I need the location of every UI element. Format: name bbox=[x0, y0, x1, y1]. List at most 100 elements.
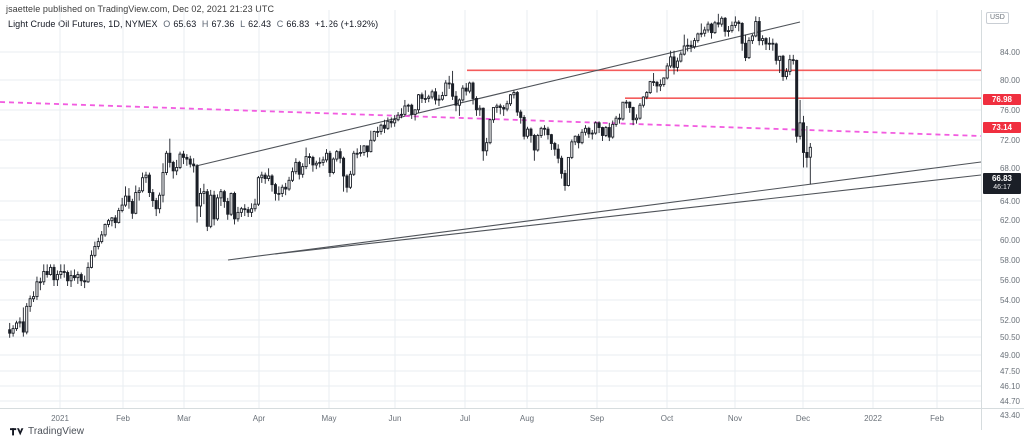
candle[interactable] bbox=[488, 118, 492, 145]
candle[interactable] bbox=[195, 164, 199, 223]
candle[interactable] bbox=[709, 22, 714, 39]
candle[interactable] bbox=[628, 101, 632, 113]
time-axis[interactable]: 2021 Feb Mar Apr May Jun Jul Aug Sep Oct Nov Dec 202… bbox=[0, 408, 981, 430]
candle[interactable] bbox=[440, 91, 444, 101]
candle[interactable] bbox=[526, 126, 530, 139]
candle[interactable] bbox=[556, 144, 560, 164]
candle[interactable] bbox=[120, 197, 124, 213]
candle[interactable] bbox=[512, 90, 516, 99]
candle[interactable] bbox=[280, 184, 284, 197]
candle[interactable] bbox=[444, 80, 448, 97]
candle[interactable] bbox=[716, 13, 720, 28]
candle[interactable] bbox=[178, 151, 182, 170]
candle[interactable] bbox=[151, 189, 155, 207]
candle[interactable] bbox=[175, 159, 179, 176]
candle[interactable] bbox=[573, 135, 577, 146]
candle[interactable] bbox=[801, 115, 805, 168]
candle[interactable] bbox=[365, 145, 369, 158]
candle[interactable] bbox=[11, 325, 15, 337]
candle[interactable] bbox=[662, 77, 666, 87]
candle[interactable] bbox=[447, 75, 451, 89]
candle[interactable] bbox=[672, 50, 676, 75]
candle[interactable] bbox=[403, 99, 407, 116]
candle[interactable] bbox=[607, 122, 611, 142]
candle[interactable] bbox=[420, 92, 424, 103]
candle[interactable] bbox=[580, 129, 584, 145]
candle[interactable] bbox=[233, 191, 237, 225]
candle[interactable] bbox=[655, 80, 659, 93]
candle[interactable] bbox=[536, 133, 540, 152]
candle[interactable] bbox=[587, 126, 591, 138]
candle[interactable] bbox=[805, 125, 809, 168]
channel-trend-line[interactable] bbox=[195, 21, 801, 167]
candle[interactable] bbox=[594, 121, 598, 135]
candle[interactable] bbox=[791, 54, 795, 65]
candle[interactable] bbox=[675, 57, 679, 72]
candle[interactable] bbox=[246, 206, 250, 217]
candle[interactable] bbox=[665, 63, 669, 80]
candle[interactable] bbox=[38, 277, 42, 291]
candle[interactable] bbox=[481, 107, 485, 161]
candle[interactable] bbox=[410, 103, 414, 119]
chart-plot-area[interactable] bbox=[0, 10, 981, 408]
candle[interactable] bbox=[212, 190, 216, 226]
candle[interactable] bbox=[795, 59, 799, 143]
candle[interactable] bbox=[345, 174, 349, 193]
candle[interactable] bbox=[273, 182, 277, 201]
candle[interactable] bbox=[25, 303, 29, 335]
candlestick-series[interactable] bbox=[8, 13, 812, 338]
candle[interactable] bbox=[641, 96, 645, 108]
candle[interactable] bbox=[577, 133, 581, 149]
candle[interactable] bbox=[106, 218, 111, 228]
candle[interactable] bbox=[808, 142, 812, 185]
candle[interactable] bbox=[543, 125, 547, 136]
candle[interactable] bbox=[325, 149, 329, 163]
candle[interactable] bbox=[423, 90, 427, 103]
candle[interactable] bbox=[686, 38, 690, 52]
candle[interactable] bbox=[154, 197, 158, 217]
candle[interactable] bbox=[188, 155, 192, 168]
candle[interactable] bbox=[658, 79, 662, 92]
candle[interactable] bbox=[451, 70, 455, 100]
candle[interactable] bbox=[539, 126, 543, 138]
candle[interactable] bbox=[740, 22, 744, 51]
candle[interactable] bbox=[32, 291, 36, 302]
candle[interactable] bbox=[621, 101, 625, 121]
candle[interactable] bbox=[8, 322, 12, 338]
candle[interactable] bbox=[28, 295, 32, 312]
candle[interactable] bbox=[570, 139, 574, 160]
candle[interactable] bbox=[624, 99, 628, 109]
candle[interactable] bbox=[294, 158, 298, 175]
candle[interactable] bbox=[692, 37, 696, 49]
candle[interactable] bbox=[529, 127, 533, 143]
candle[interactable] bbox=[202, 183, 206, 205]
price-badge-resistance-1[interactable]: 76.98 bbox=[983, 94, 1021, 105]
candle[interactable] bbox=[733, 16, 737, 29]
candle[interactable] bbox=[430, 89, 434, 100]
candle[interactable] bbox=[767, 37, 771, 51]
candle[interactable] bbox=[730, 21, 734, 33]
candle[interactable] bbox=[495, 103, 499, 113]
candle[interactable] bbox=[270, 174, 274, 192]
candle[interactable] bbox=[89, 250, 93, 269]
candle[interactable] bbox=[42, 264, 46, 285]
candle[interactable] bbox=[774, 42, 778, 65]
candle[interactable] bbox=[788, 54, 792, 76]
candle[interactable] bbox=[236, 206, 240, 222]
candle[interactable] bbox=[35, 276, 39, 300]
candle[interactable] bbox=[198, 188, 202, 217]
candle[interactable] bbox=[59, 264, 63, 279]
candle[interactable] bbox=[474, 96, 478, 116]
legend-symbol[interactable]: Light Crude Oil Futures, 1D, NYMEX bbox=[8, 19, 158, 29]
candle[interactable] bbox=[335, 149, 339, 162]
candle[interactable] bbox=[263, 172, 267, 184]
candle[interactable] bbox=[563, 170, 567, 191]
candle[interactable] bbox=[798, 99, 802, 140]
candle[interactable] bbox=[66, 270, 70, 286]
candle[interactable] bbox=[342, 156, 346, 192]
candle[interactable] bbox=[192, 158, 196, 173]
candle[interactable] bbox=[498, 103, 502, 115]
candle[interactable] bbox=[679, 51, 683, 63]
candle[interactable] bbox=[290, 167, 294, 183]
candle[interactable] bbox=[737, 20, 741, 32]
